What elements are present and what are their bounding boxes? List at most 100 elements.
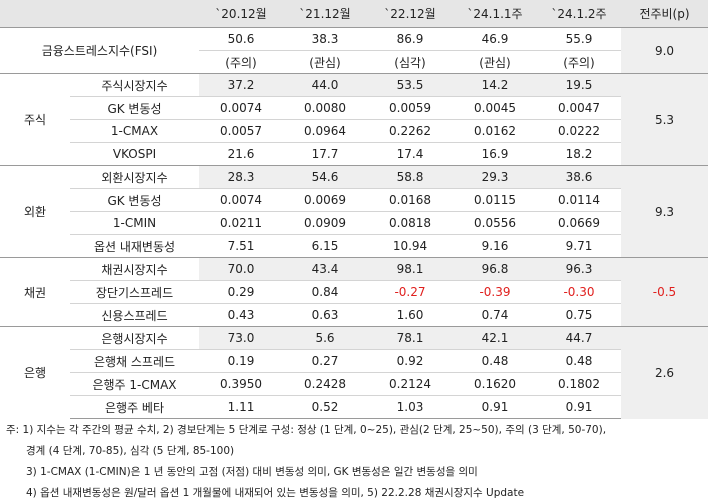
section-label: 은행	[0, 326, 70, 419]
value-cell: 0.75	[537, 303, 621, 327]
value-cell: -0.39	[453, 280, 537, 304]
table-row: 신용스프레드 0.43 0.63 1.60 0.74 0.75	[0, 303, 708, 327]
value-cell: 0.0909	[283, 211, 367, 235]
fsi-change: 9.0	[621, 27, 708, 74]
value-cell: 1.60	[367, 303, 453, 327]
row-label: 채권시장지수	[70, 257, 199, 281]
section-change: 2.6	[621, 326, 708, 419]
header-cell	[0, 0, 70, 28]
header-cell: `20.12월	[199, 0, 283, 28]
value-cell: -0.27	[367, 280, 453, 304]
value-cell: 19.5	[537, 73, 621, 97]
value-cell: 0.0222	[537, 119, 621, 143]
footnotes: 주: 1) 지수는 각 주간의 평균 수치, 2) 경보단계는 5 단계로 구성…	[0, 419, 708, 504]
fsi-row-levels: (주의) (관심) (심각) (관심) (주의)	[0, 50, 708, 74]
value-cell: 0.91	[537, 395, 621, 419]
value-cell: 29.3	[453, 165, 537, 189]
value-cell: 0.91	[453, 395, 537, 419]
value-cell: 0.2262	[367, 119, 453, 143]
value-cell: 0.0818	[367, 211, 453, 235]
value-cell: 0.0074	[199, 188, 283, 212]
fsi-value: 38.3	[311, 32, 339, 46]
fsi-level-badge: (주의)	[537, 50, 621, 74]
value-cell: 28.3	[199, 165, 283, 189]
value-cell: 0.0045	[453, 96, 537, 120]
table-row: 은행채 스프레드 0.19 0.27 0.92 0.48 0.48	[0, 349, 708, 373]
value-cell: 0.0074	[199, 96, 283, 120]
table-row: 은행주 1-CMAX 0.3950 0.2428 0.2124 0.1620 0.1802	[0, 372, 708, 396]
section-label: 채권	[0, 257, 70, 327]
value-cell: 0.0059	[367, 96, 453, 120]
footnote-line: 주: 1) 지수는 각 주간의 평균 수치, 2) 경보단계는 5 단계로 구성…	[6, 424, 607, 436]
value-cell: 44.7	[537, 326, 621, 350]
section-change: 9.3	[621, 165, 708, 258]
row-label: GK 변동성	[70, 188, 199, 212]
value-cell: 0.0556	[453, 211, 537, 235]
table-row: 은행주 베타 1.11 0.52 1.03 0.91 0.91	[0, 395, 708, 419]
row-label: 옵션 내재변동성	[70, 234, 199, 258]
value-cell: 0.48	[537, 349, 621, 373]
financial-stress-index-table: `20.12월 `21.12월 `22.12월 `24.1.1주 `24.1.2주 전주비…	[0, 0, 708, 419]
value-cell: 0.27	[283, 349, 367, 373]
row-label: GK 변동성	[70, 96, 199, 120]
header-change: 전주비(p)	[621, 0, 708, 28]
table-row: 1-CMAX 0.0057 0.0964 0.2262 0.0162 0.0222	[0, 119, 708, 143]
header-cell: `21.12월	[283, 0, 367, 28]
fsi-level-badge: (관심)	[453, 50, 537, 74]
table-row: GK 변동성 0.0074 0.0080 0.0059 0.0045 0.0047	[0, 96, 708, 120]
value-cell: 78.1	[367, 326, 453, 350]
row-label: 은행주 베타	[70, 395, 199, 419]
value-cell: 0.92	[367, 349, 453, 373]
value-cell: 96.3	[537, 257, 621, 281]
row-label: 1-CMIN	[70, 211, 199, 235]
header-cell: `24.1.2주	[537, 0, 621, 28]
value-cell: 0.2124	[367, 372, 453, 396]
value-cell: 0.0669	[537, 211, 621, 235]
value-cell: 37.2	[199, 73, 283, 97]
value-cell: 0.63	[283, 303, 367, 327]
table-row: 은행 은행시장지수 73.0 5.6 78.1 42.1 44.7 2.6	[0, 326, 708, 419]
value-cell: 0.1620	[453, 372, 537, 396]
value-cell: 96.8	[453, 257, 537, 281]
value-cell: 7.51	[199, 234, 283, 258]
value-cell: 0.0211	[199, 211, 283, 235]
row-label: 은행주 1-CMAX	[70, 372, 199, 396]
table-row: 외환 외환시장지수 28.3 54.6 58.8 29.3 38.6 9.3	[0, 165, 708, 258]
value-cell: 42.1	[453, 326, 537, 350]
value-cell: 14.2	[453, 73, 537, 97]
value-cell: 0.48	[453, 349, 537, 373]
fsi-value: 55.9	[565, 32, 593, 46]
value-cell: 10.94	[367, 234, 453, 258]
fsi-value: 86.9	[396, 32, 424, 46]
value-cell: 0.52	[283, 395, 367, 419]
value-cell: 1.03	[367, 395, 453, 419]
table-row: 주식 주식시장지수 37.2 44.0 53.5 14.2 19.5 5.3	[0, 73, 708, 166]
value-cell: 0.74	[453, 303, 537, 327]
value-cell: 38.6	[537, 165, 621, 189]
row-label: 1-CMAX	[70, 119, 199, 143]
table-row: VKOSPI 21.6 17.7 17.4 16.9 18.2	[0, 142, 708, 166]
value-cell: 0.0080	[283, 96, 367, 120]
section-label: 외환	[0, 165, 70, 258]
row-label: 주식시장지수	[70, 73, 199, 97]
section-change: -0.5	[621, 257, 708, 327]
value-cell: 0.2428	[283, 372, 367, 396]
value-cell: 21.6	[199, 142, 283, 166]
value-cell: 0.43	[199, 303, 283, 327]
fsi-level-badge: (심각)	[367, 50, 453, 74]
fsi-label: 금융스트레스지수(FSI)	[41, 44, 158, 58]
value-cell: 9.16	[453, 234, 537, 258]
table-row: 옵션 내재변동성 7.51 6.15 10.94 9.16 9.71	[0, 234, 708, 258]
footnote-line: 4) 옵션 내재변동성은 원/달러 옵션 1 개월물에 내재되어 있는 변동성을…	[26, 487, 525, 499]
value-cell: 0.19	[199, 349, 283, 373]
value-cell: 0.1802	[537, 372, 621, 396]
row-label: 장단기스프레드	[70, 280, 199, 304]
row-label: 은행시장지수	[70, 326, 199, 350]
value-cell: 17.4	[367, 142, 453, 166]
header-row: `20.12월 `21.12월 `22.12월 `24.1.1주 `24.1.2주 전주비…	[0, 0, 708, 28]
value-cell: 0.3950	[199, 372, 283, 396]
value-cell: 16.9	[453, 142, 537, 166]
row-label: 신용스프레드	[70, 303, 199, 327]
footnote-line: 3) 1-CMAX (1-CMIN)은 1 년 동안의 고점 (저점) 대비 변…	[26, 466, 478, 478]
table-row: 채권 채권시장지수 70.0 43.4 98.1 96.8 96.3 -0.5	[0, 257, 708, 327]
